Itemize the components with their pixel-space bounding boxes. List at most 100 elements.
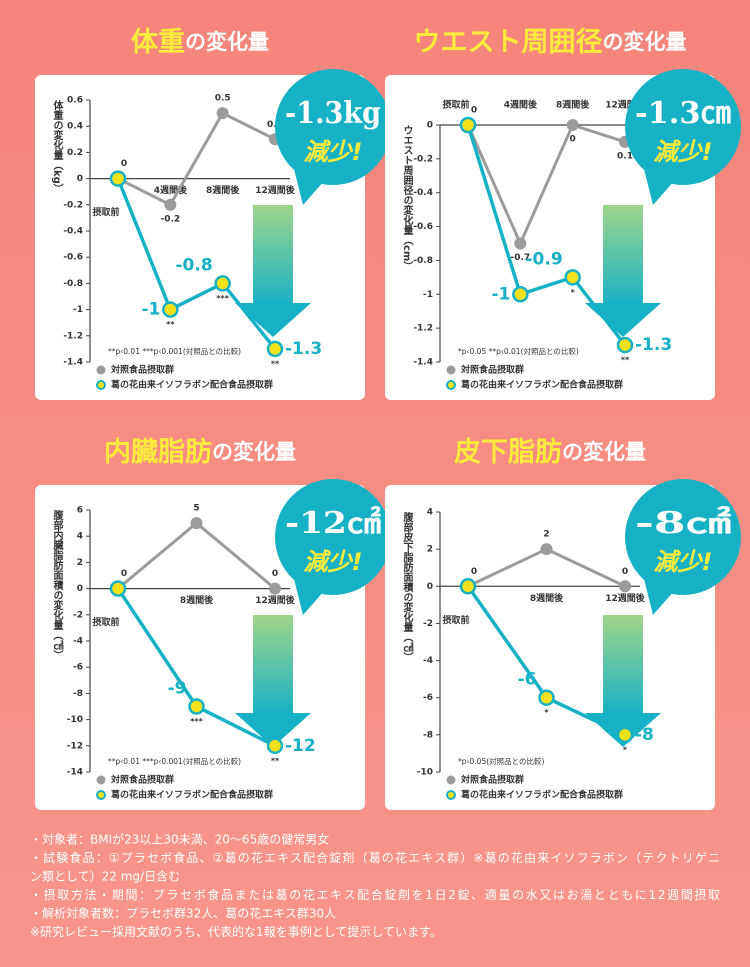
y-tick-label: -1 (423, 290, 433, 300)
data-point (619, 580, 631, 593)
y-tick-label: 4 (77, 532, 83, 542)
note: *p‹0.05(対照品との比較) (458, 756, 545, 766)
title-main: 内臓脂肪 (104, 437, 212, 468)
y-tick-label: -6 (73, 663, 83, 673)
data-point (188, 698, 205, 715)
x-tick-label: 12週間後 (255, 594, 296, 606)
badge-value: -1.3kg (285, 96, 381, 131)
badge-text: 減少! (304, 138, 363, 166)
data-label: -8 (635, 725, 654, 745)
y-axis-label: 体重の変化量（kg） (51, 99, 64, 194)
data-point (459, 116, 477, 134)
data-label: 0 (471, 106, 477, 116)
data-label: -0.7 (510, 253, 530, 263)
data-label: -9 (168, 679, 187, 699)
data-label: 0 (121, 569, 127, 579)
series-line (466, 124, 627, 347)
x-tick-label: 8週間後 (556, 99, 590, 111)
y-tick-label: -10 (417, 768, 433, 778)
arrow-body (253, 205, 293, 305)
data-point (190, 517, 203, 530)
note: **p‹0.01 ***p‹0.001(対照品との比較) (108, 756, 241, 766)
footnote: ・摂取方法・期間：プラセボ食品または葛の花エキス配合錠剤を1日2錠、適量の水又は… (30, 887, 720, 902)
chart-panel: 体重の変化量（kg） 0.6 0.4 0.2 0 -0.2 -0.4 -0.6 -0.8 -1 -1… (35, 69, 391, 400)
y-tick-label: 0.4 (67, 122, 83, 132)
data-point (109, 580, 127, 597)
y-tick-label: -1.4 (63, 358, 83, 368)
x-tick-label: 4週間後 (504, 99, 538, 111)
x-tick-label: 摂取前 (442, 99, 469, 111)
data-point (269, 582, 281, 595)
badge-text: 減少! (304, 548, 363, 576)
data-point (266, 340, 284, 358)
y-tick-label: -1.4 (413, 358, 433, 368)
legend-label: 葛の花由来イソフラボン配合食品摂取群 (460, 379, 623, 391)
chart-title: 皮下脂肪の変化量 (454, 437, 646, 468)
y-axis-label: ウエスト周囲径の変化量（cm） (401, 125, 414, 272)
legend-marker (446, 365, 456, 375)
data-point (616, 336, 634, 354)
series-line (466, 123, 626, 248)
data-label: 0 (121, 159, 127, 169)
badge-value: -1.3㎝ (635, 96, 731, 131)
x-tick-label: 8週間後 (206, 184, 240, 196)
legend-label: 葛の花由来イソフラボン配合食品摂取群 (460, 789, 623, 801)
data-label: -12 (285, 736, 316, 756)
y-tick-label: -6 (423, 693, 433, 703)
footnote: ※研究レビュー採用文献のうち、代表的な1報を事例として提示しています。 (30, 924, 442, 939)
arrow-head (235, 303, 311, 337)
data-label: -1 (141, 300, 160, 320)
data-label: -6 (518, 670, 537, 690)
data-label: 2 (543, 530, 549, 540)
data-point (540, 543, 553, 556)
badge (275, 479, 391, 595)
data-label: -1 (491, 284, 510, 304)
note: **p‹0.01 ***p‹0.001(対照品との比較) (108, 346, 241, 356)
footnote: ・解析対象者数：プラセボ群32人、葛の花エキス群30人 (30, 906, 336, 921)
x-tick-label: 摂取前 (92, 616, 119, 628)
y-tick-label: -0.6 (413, 222, 433, 232)
y-tick-label: 0 (427, 121, 433, 131)
y-tick-label: -0.2 (63, 200, 83, 210)
data-label: -1.3 (635, 335, 672, 355)
badge (275, 69, 391, 185)
legend-label: 対照食品摂取群 (460, 364, 524, 376)
y-tick-label: -1 (73, 305, 83, 315)
data-point (564, 269, 581, 286)
significance: ** (621, 356, 630, 365)
x-tick-label: 8週間後 (530, 592, 564, 604)
data-point (216, 107, 229, 120)
y-tick-label: 0 (77, 174, 83, 184)
chart-panel: 腹部内臓脂肪面積の変化量（㎠） 6 4 2 0 -2 -4 -6 -8 -10 -12 -14 摂取前 8… (35, 479, 391, 810)
y-tick-label: -8 (73, 689, 83, 699)
legend-label: 対照食品摂取群 (460, 774, 524, 786)
legend-label: 葛の花由来イソフラボン配合食品摂取群 (110, 379, 273, 391)
data-point (566, 119, 579, 131)
legend-marker (96, 775, 106, 785)
x-tick-label: 12週間後 (255, 184, 296, 196)
y-tick-label: 0 (77, 584, 83, 594)
x-tick-label: 摂取前 (442, 614, 469, 626)
significance: * (544, 708, 549, 717)
y-tick-label: -2 (73, 610, 83, 620)
title-suffix: の変化量 (562, 440, 646, 464)
data-label: 0 (471, 567, 477, 577)
y-tick-label: -4 (423, 656, 433, 666)
badge-value: -12㎠ (285, 506, 381, 541)
significance: *** (190, 717, 203, 726)
significance: ** (271, 756, 280, 765)
y-tick-label: -0.4 (63, 227, 83, 237)
legend-label: 葛の花由来イソフラボン配合食品摂取群 (110, 789, 273, 801)
y-tick-label: -8 (423, 730, 433, 740)
data-label: -0.2 (160, 214, 180, 224)
data-label: -0.9 (525, 249, 562, 269)
x-tick-label: 12週間後 (605, 592, 646, 604)
data-label: 0 (272, 569, 278, 579)
data-label: -0.8 (175, 255, 212, 275)
series-line (116, 177, 277, 350)
badge-text: 減少! (654, 548, 713, 576)
title-suffix: の変化量 (603, 30, 687, 54)
legend-marker (96, 365, 106, 375)
